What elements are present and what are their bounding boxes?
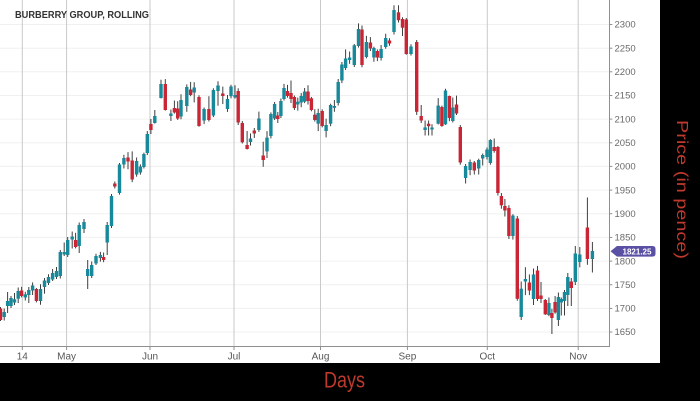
svg-text:2150: 2150 — [615, 91, 636, 102]
svg-text:1950: 1950 — [615, 185, 636, 196]
svg-text:1750: 1750 — [615, 280, 636, 291]
svg-text:1821.25: 1821.25 — [623, 247, 652, 256]
svg-text:1850: 1850 — [615, 233, 636, 244]
svg-text:1800: 1800 — [615, 256, 636, 267]
svg-text:2050: 2050 — [615, 138, 636, 149]
svg-text:1650: 1650 — [615, 327, 636, 338]
svg-text:Price (in pence): Price (in pence) — [673, 120, 690, 259]
svg-text:Jun: Jun — [142, 352, 158, 363]
svg-text:2100: 2100 — [615, 114, 636, 125]
svg-text:Sep: Sep — [399, 352, 417, 363]
svg-text:Nov: Nov — [569, 352, 587, 363]
svg-text:May: May — [57, 352, 76, 363]
svg-text:Aug: Aug — [312, 352, 330, 363]
svg-text:Jul: Jul — [228, 352, 241, 363]
svg-text:14: 14 — [17, 352, 29, 363]
svg-text:2000: 2000 — [615, 162, 636, 173]
svg-text:2300: 2300 — [615, 20, 636, 31]
svg-text:Oct: Oct — [480, 352, 496, 363]
svg-text:BURBERRY GROUP, ROLLING: BURBERRY GROUP, ROLLING — [15, 10, 149, 21]
svg-text:2200: 2200 — [615, 67, 636, 78]
svg-text:2250: 2250 — [615, 43, 636, 54]
svg-text:1700: 1700 — [615, 304, 636, 315]
svg-text:1900: 1900 — [615, 209, 636, 220]
svg-text:Days: Days — [324, 367, 365, 392]
